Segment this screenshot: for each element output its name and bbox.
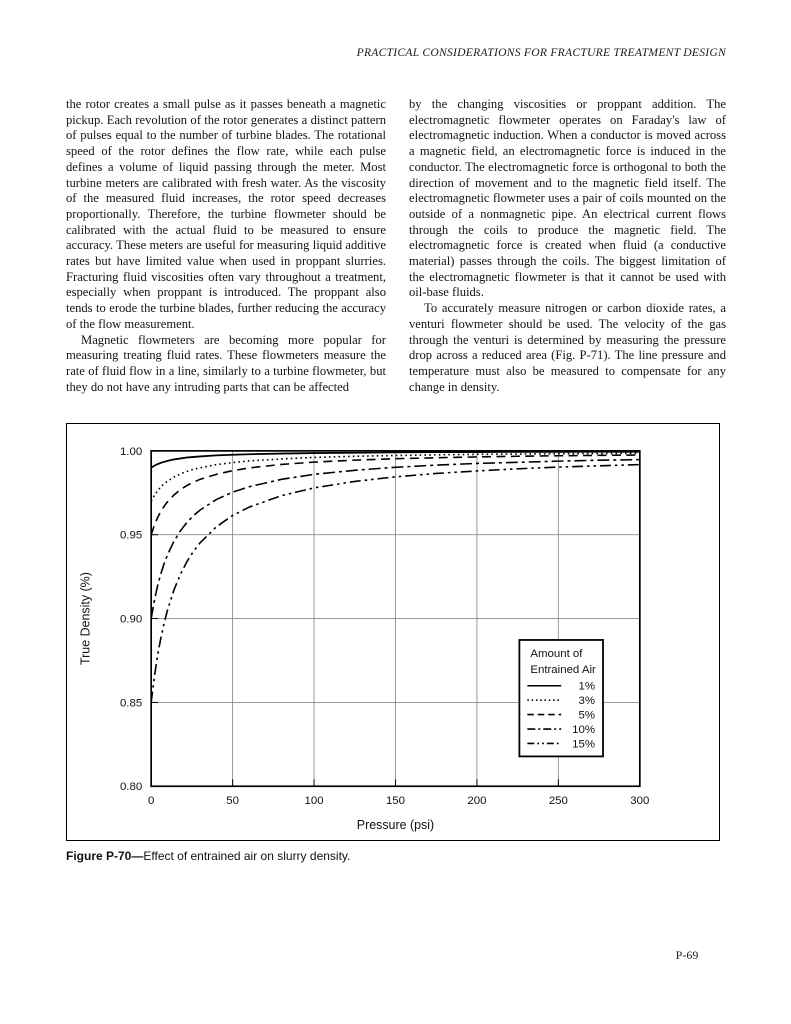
legend-label-3%: 3% — [578, 695, 595, 707]
x-tick-label: 200 — [467, 795, 486, 807]
y-tick-label: 0.80 — [120, 781, 142, 793]
legend-label-10%: 10% — [572, 724, 595, 736]
body-paragraph: To accurately measure nitrogen or carbon… — [409, 301, 726, 394]
figure-p70-frame: 0 50 100 150 200 250 300 0.80 0.85 0.90 0.95 1.00 Pr… — [66, 423, 720, 841]
x-tick-label: 0 — [148, 795, 154, 807]
right-text-column: by the changing viscosities or proppant … — [409, 97, 726, 395]
x-tick-label: 300 — [630, 795, 649, 807]
x-tick-label: 50 — [226, 795, 239, 807]
figure-caption-label: Figure P-70 — [66, 849, 132, 863]
curve-3% — [150, 452, 640, 502]
x-tick-label: 150 — [386, 795, 405, 807]
body-paragraph: by the changing viscosities or proppant … — [409, 97, 726, 300]
x-tick-label: 100 — [304, 795, 323, 807]
figure-caption: Figure P-70—Effect of entrained air on s… — [66, 849, 626, 863]
curve-15% — [150, 463, 640, 703]
left-text-column: the rotor creates a small pulse as it pa… — [66, 97, 386, 395]
running-header: PRACTICAL CONSIDERATIONS FOR FRACTURE TR… — [356, 46, 726, 59]
figure-caption-dash: — — [131, 849, 144, 863]
legend-label-1%: 1% — [578, 681, 595, 693]
legend-label-15%: 15% — [572, 738, 595, 750]
y-tick-label: 0.85 — [120, 697, 142, 709]
curve-1% — [150, 450, 640, 469]
curve-5% — [150, 454, 640, 536]
y-tick-label: 0.95 — [120, 530, 142, 542]
y-tick-label: 0.90 — [120, 614, 142, 626]
y-axis-title: True Density (%) — [78, 572, 92, 665]
legend-box — [518, 639, 604, 758]
legend-title: Amount of — [530, 648, 583, 660]
x-axis-title: Pressure (psi) — [357, 818, 434, 832]
figure-caption-text: Effect of entrained air on slurry densit… — [143, 849, 351, 863]
body-paragraph: the rotor creates a small pulse as it pa… — [66, 97, 386, 331]
x-tick-label: 250 — [549, 795, 568, 807]
page-number: P-69 — [675, 948, 699, 962]
curve-10% — [150, 458, 640, 619]
body-paragraph: Magnetic flowmeters are becoming more po… — [66, 332, 386, 394]
slurry-density-chart: 0 50 100 150 200 250 300 0.80 0.85 0.90 0.95 1.00 Pr… — [78, 446, 649, 832]
legend-title: Entrained Air — [530, 664, 596, 676]
y-tick-label: 1.00 — [120, 446, 142, 458]
legend-label-5%: 5% — [578, 710, 595, 722]
